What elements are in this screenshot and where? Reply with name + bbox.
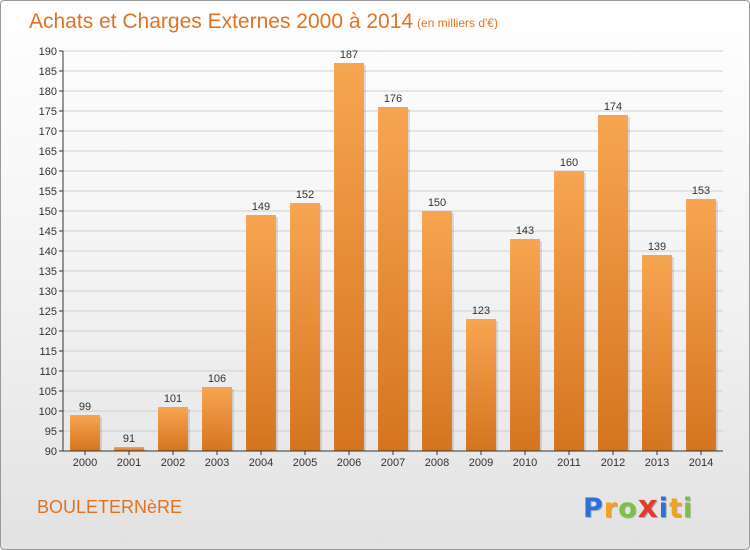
x-tick-labels: 2000 2001 2002 2003 2004 2005 2006 2007 2008 2009…	[73, 457, 713, 469]
y-tick-label: 105	[39, 386, 57, 398]
x-tick-label: 2010	[513, 457, 537, 469]
logo-letter: o	[618, 493, 638, 524]
x-tick-label: 2003	[205, 457, 229, 469]
data-label: 101	[164, 393, 182, 405]
logo-letter: i	[682, 493, 694, 524]
chart-subtitle: (en milliers d'€)	[417, 16, 498, 30]
bar	[598, 115, 628, 451]
y-tick-label: 90	[45, 446, 57, 458]
bar	[246, 215, 276, 451]
x-tick-label: 2008	[425, 457, 449, 469]
logo-letter: x	[637, 489, 659, 525]
data-label: 187	[340, 49, 358, 61]
bar	[114, 447, 144, 451]
y-tick-label: 165	[39, 146, 57, 158]
logo-letter: P	[583, 493, 604, 524]
y-tick-label: 175	[39, 106, 57, 118]
y-tick-label: 110	[39, 366, 57, 378]
x-tick-label: 2004	[249, 457, 273, 469]
x-tick-label: 2001	[117, 457, 141, 469]
proxiti-logo[interactable]: Proxiti	[583, 489, 693, 525]
axes	[59, 50, 723, 455]
bar	[510, 239, 540, 451]
logo-letter: t	[668, 493, 683, 524]
bar	[422, 211, 452, 451]
y-tick-label: 150	[39, 206, 57, 218]
data-label: 174	[604, 101, 622, 113]
data-label: 160	[560, 157, 578, 169]
bar	[378, 107, 408, 451]
x-tick-label: 2007	[381, 457, 405, 469]
y-tick-label: 100	[39, 406, 57, 418]
y-tick-label: 160	[39, 166, 57, 178]
x-tick-label: 2013	[645, 457, 669, 469]
bar	[466, 319, 496, 451]
y-tick-label: 130	[39, 286, 57, 298]
y-tick-label: 145	[39, 226, 57, 238]
x-tick-label: 2012	[601, 457, 625, 469]
x-tick-label: 2009	[469, 457, 493, 469]
data-label: 152	[296, 189, 314, 201]
data-label: 99	[79, 401, 91, 413]
y-tick-label: 125	[39, 306, 57, 318]
x-tick-label: 2005	[293, 457, 317, 469]
x-tick-label: 2011	[557, 457, 581, 469]
y-tick-label: 135	[39, 266, 57, 278]
data-label: 123	[472, 305, 490, 317]
data-label: 176	[384, 93, 402, 105]
data-label: 143	[516, 225, 534, 237]
bar	[642, 255, 672, 451]
bars	[70, 63, 718, 451]
data-label: 149	[252, 201, 270, 213]
commune-name: BOULETERNèRE	[37, 497, 183, 517]
bar	[290, 203, 320, 451]
y-tick-label: 155	[39, 186, 57, 198]
data-label: 153	[692, 185, 710, 197]
data-label: 139	[648, 241, 666, 253]
data-label: 150	[428, 197, 446, 209]
logo-letter: i	[658, 493, 669, 524]
bar	[202, 387, 232, 451]
y-tick-label: 190	[39, 46, 57, 58]
x-tick-label: 2014	[689, 457, 713, 469]
y-tick-label: 140	[39, 246, 57, 258]
y-tick-label: 180	[39, 86, 57, 98]
y-tick-label: 185	[39, 66, 57, 78]
y-tick-label: 115	[39, 346, 57, 358]
x-tick-label: 2006	[337, 457, 361, 469]
logo-letter: r	[603, 493, 619, 524]
bar	[686, 199, 716, 451]
bar	[70, 415, 100, 451]
y-tick-label: 95	[45, 426, 57, 438]
x-tick-label: 2000	[73, 457, 97, 469]
bar	[158, 407, 188, 451]
data-label: 91	[123, 433, 135, 445]
y-tick-label: 120	[39, 326, 57, 338]
y-tick-label: 170	[39, 126, 57, 138]
chart-title: Achats et Charges Externes 2000 à 2014	[29, 10, 413, 33]
data-label: 106	[208, 373, 226, 385]
bar	[554, 171, 584, 451]
x-tick-label: 2002	[161, 457, 185, 469]
bar	[334, 63, 364, 451]
data-labels: 99 91 101 106 149 152 187 176 150 123 143 160 174 139…	[79, 49, 710, 445]
y-tick-labels: 90 95 100 105 110 115 120 125 130 135 140 145 150 155…	[39, 46, 57, 458]
